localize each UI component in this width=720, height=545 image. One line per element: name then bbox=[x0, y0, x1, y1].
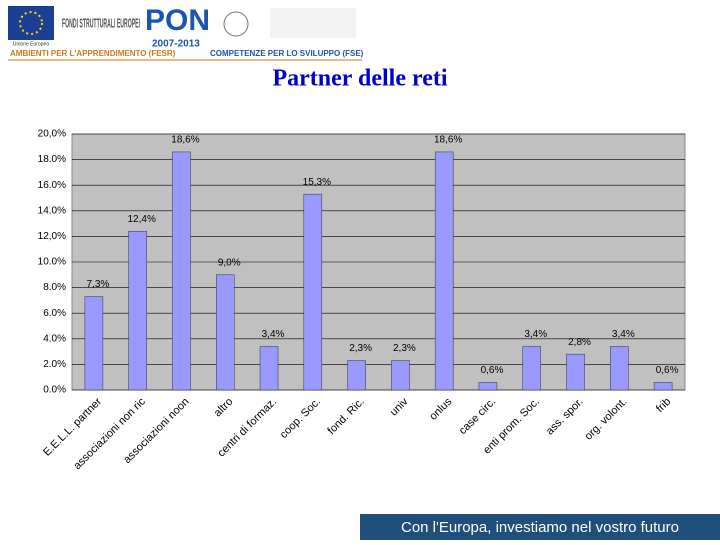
chart-title: Partner delle reti bbox=[272, 66, 447, 92]
x-tick-label: frib bbox=[654, 396, 673, 415]
y-tick-label: 4.0% bbox=[43, 333, 66, 344]
y-tick-label: 12,0% bbox=[38, 231, 66, 242]
value-label: 15,3% bbox=[303, 177, 331, 188]
y-tick-label: 0.0% bbox=[43, 385, 66, 396]
x-tick-label: fond. Ric. bbox=[325, 396, 366, 437]
bar bbox=[391, 360, 410, 391]
emblem bbox=[223, 11, 249, 37]
value-label: 9,0% bbox=[218, 257, 241, 268]
bar bbox=[172, 151, 191, 391]
bar bbox=[84, 296, 104, 391]
y-tick-label: 16.0% bbox=[38, 180, 66, 191]
x-tick-label: coop. Soc. bbox=[278, 396, 323, 441]
pon: PON bbox=[145, 4, 210, 37]
value-label: 2,8% bbox=[568, 337, 591, 348]
value-label: 7,3% bbox=[86, 279, 109, 290]
ministry-text bbox=[270, 8, 356, 38]
x-tick-label: onlus bbox=[427, 395, 454, 422]
value-label: 2,3% bbox=[393, 343, 416, 354]
value-label: 12,4% bbox=[127, 214, 155, 225]
x-tick-label: org. volont. bbox=[583, 396, 630, 443]
value-label: 18,6% bbox=[434, 135, 462, 146]
bar bbox=[653, 382, 673, 391]
x-tick-label: univ bbox=[388, 395, 411, 418]
value-label: 18,6% bbox=[171, 135, 199, 146]
years: 2007-2013 bbox=[152, 39, 200, 50]
x-tick-label: associazioni non ric bbox=[71, 395, 148, 472]
x-tick-label: case circ. bbox=[457, 396, 498, 437]
value-label: 0,6% bbox=[656, 365, 679, 376]
y-tick-label: 20,0% bbox=[38, 129, 66, 140]
fesr: AMBIENTI PER L'APPRENDIMENTO (FESR) bbox=[10, 49, 176, 58]
value-label: 2,3% bbox=[349, 343, 372, 354]
footer-bar bbox=[360, 514, 720, 540]
y-tick-label: 14.0% bbox=[38, 205, 66, 216]
value-label: 3,4% bbox=[524, 329, 547, 340]
bar bbox=[522, 346, 541, 391]
x-tick-label: altro bbox=[212, 396, 236, 420]
y-tick-label: 6.0% bbox=[43, 308, 66, 319]
bar bbox=[434, 151, 454, 391]
y-tick-label: 18.0% bbox=[38, 154, 66, 165]
eu-label: Unione Europea bbox=[13, 41, 49, 47]
x-tick-label: ass. spor. bbox=[544, 396, 586, 438]
bar bbox=[216, 274, 235, 391]
bar bbox=[566, 353, 585, 391]
fse: COMPETENZE PER LO SVILUPPO (FSE) bbox=[210, 49, 364, 58]
footer: Con l'Europa, investiamo nel vostro futu… bbox=[401, 519, 679, 536]
y-tick-label: 2.0% bbox=[43, 359, 66, 370]
value-label: 0,6% bbox=[481, 365, 504, 376]
eu-stars bbox=[19, 11, 43, 35]
bar bbox=[128, 231, 147, 391]
value-label: 3,4% bbox=[262, 329, 285, 340]
bar bbox=[610, 346, 629, 391]
brand: FONDI STRUTTURALI EUROPEI bbox=[62, 15, 140, 30]
bar bbox=[303, 193, 323, 391]
y-tick-label: 10.0% bbox=[38, 257, 66, 268]
bar bbox=[347, 360, 366, 391]
value-label: 3,4% bbox=[612, 329, 635, 340]
bar bbox=[478, 382, 498, 391]
bar bbox=[259, 346, 279, 391]
y-tick-label: 8.0% bbox=[43, 282, 66, 293]
